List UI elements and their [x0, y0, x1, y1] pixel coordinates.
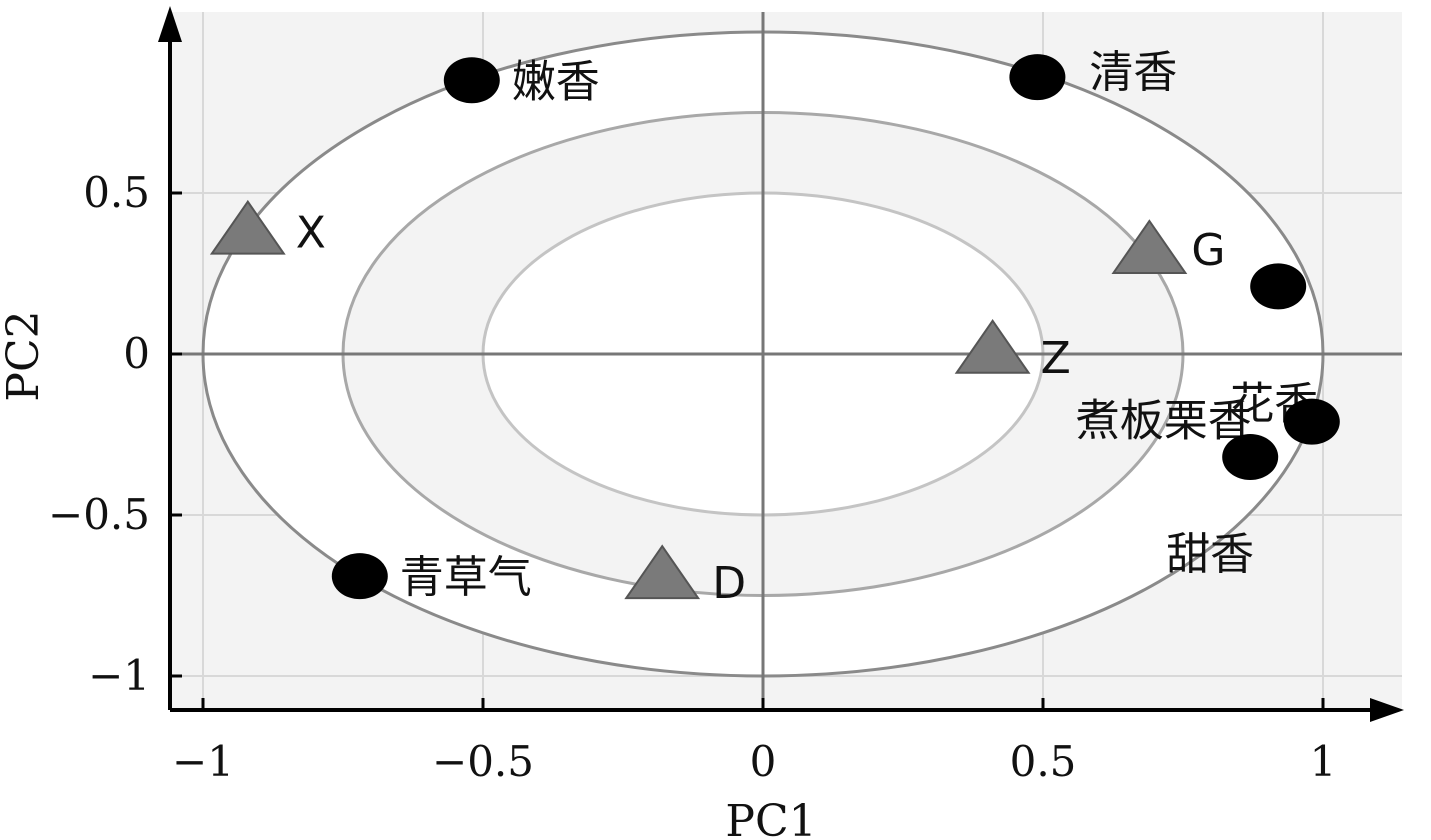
point-0-4-marker [1222, 434, 1279, 481]
y-axis-title: PC2 [0, 310, 49, 401]
point-1-2-marker [954, 319, 1031, 374]
point-0-4-label: 甜香 [1166, 529, 1254, 580]
point-1-1-marker [1111, 219, 1188, 274]
x-axis-arrow [1370, 698, 1404, 722]
point-0-1-marker [1009, 54, 1066, 101]
x-tick-label-1: −0.5 [432, 737, 534, 786]
point-0-3-label: 煮板栗香 [1076, 396, 1252, 447]
point-0-2-marker [1250, 263, 1307, 310]
x-tick-label-4: 1 [1310, 737, 1337, 786]
x-tick-label-2: 0 [750, 737, 777, 786]
tick-labels: −1 −0.5 0 0.5 1 0.5 0 −0.5 −1 [48, 168, 1336, 786]
point-0-1-label: 清香 [1089, 47, 1177, 98]
point-1-2-label: Z [1041, 333, 1071, 384]
y-tick-label-2: −0.5 [48, 490, 150, 539]
x-tick-label-3: 0.5 [1010, 737, 1077, 786]
point-0-5-label: 青草气 [400, 552, 532, 603]
point-1-0-marker [209, 199, 286, 255]
x-tick-label-0: −1 [172, 737, 234, 786]
point-0-0-label: 嫩香 [512, 56, 600, 107]
point-1-1-label: G [1191, 225, 1225, 276]
point-0-3-marker [1283, 398, 1340, 445]
point-0-0-marker [443, 57, 500, 104]
y-tick-label-0: 0.5 [83, 168, 150, 217]
point-0-5-marker [331, 553, 388, 600]
point-1-3-marker [624, 544, 701, 600]
zero-lines [170, 12, 1402, 710]
y-tick-label-3: −1 [88, 651, 150, 700]
x-axis-title: PC1 [725, 796, 816, 840]
axes [158, 6, 1404, 722]
y-tick-label-1: 0 [123, 329, 150, 378]
y-axis-arrow [158, 6, 182, 42]
point-1-3-label: D [712, 558, 746, 609]
point-1-0-label: X [296, 208, 326, 259]
